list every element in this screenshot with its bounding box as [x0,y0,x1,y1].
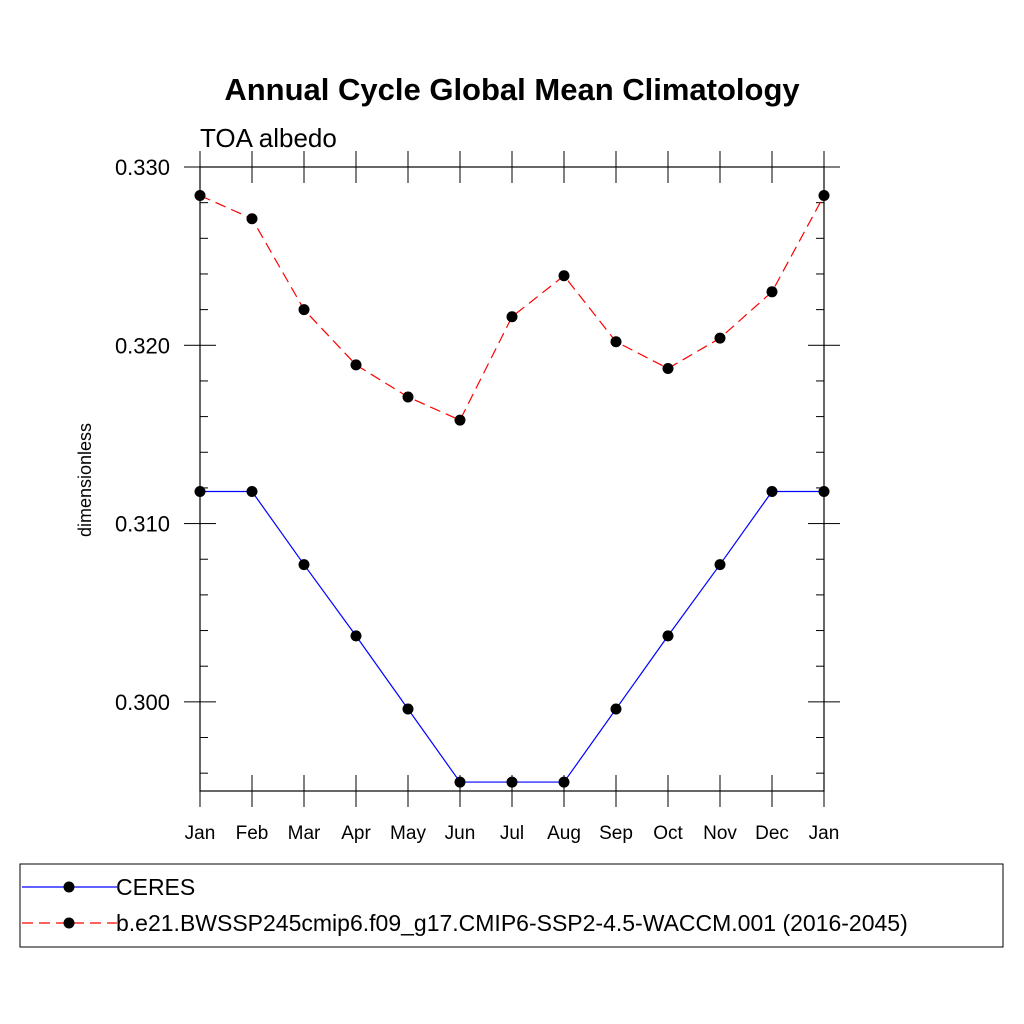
series-line-2 [199,194,825,421]
legend-label-2: b.e21.BWSSP245cmip6.f09_g17.CMIP6-SSP2-4… [116,910,908,936]
x-tick-label: Feb [236,823,269,844]
series-2-point [246,213,258,225]
series-2-point [558,270,570,282]
chart-title: Annual Cycle Global Mean Climatology [224,72,800,107]
x-tick-label: Jun [445,823,476,844]
series-1-point [194,485,206,497]
series-1-point [714,559,726,571]
chart-subtitle: TOA albedo [200,123,337,153]
series-1-point [402,703,414,715]
y-tick-label: 0.310 [115,512,170,537]
x-tick-label: Nov [703,823,737,844]
series-1-point [298,559,310,571]
series-1-point [662,630,674,642]
x-tick-label: Jan [809,823,840,844]
series-2-point [402,391,414,403]
series-2-point [714,332,726,344]
y-tick-label: 0.330 [115,155,170,180]
x-tick-label: Dec [755,823,789,844]
series-1-point [246,485,258,497]
x-tick-label: Mar [288,823,321,844]
series-1-point [350,630,362,642]
series-2-point [818,190,830,202]
series-2-point [298,304,310,316]
series-2-point [350,359,362,371]
series-2-point [454,414,466,426]
plot-frame [199,166,825,792]
y-axis-label: dimensionless [75,423,95,537]
series-1-point [818,485,830,497]
series-2-point [662,362,674,374]
series-2-point [194,190,206,202]
series-1-point [766,485,778,497]
y-tick-label: 0.320 [115,333,170,358]
series-1-point [558,776,570,788]
x-tick-label: Jul [500,823,524,844]
series-2-point [610,336,622,348]
x-tick-label: Sep [599,823,633,844]
x-tick-label: Apr [341,823,371,844]
series-line-1 [200,490,824,783]
y-tick-label: 0.300 [115,690,170,715]
legend-marker-2 [63,917,75,929]
legend-box [19,863,1004,948]
x-tick-label: Oct [653,823,683,844]
legend-label-1: CERES [116,874,195,900]
x-tick-label: Jan [185,823,216,844]
x-tick-label: Aug [547,823,581,844]
series-1-point [610,703,622,715]
legend-marker-1 [63,881,75,893]
series-2-point [506,311,518,323]
series-1-point [454,776,466,788]
series-2-point [766,286,778,298]
x-tick-label: May [390,823,426,844]
series-1-point [506,776,518,788]
